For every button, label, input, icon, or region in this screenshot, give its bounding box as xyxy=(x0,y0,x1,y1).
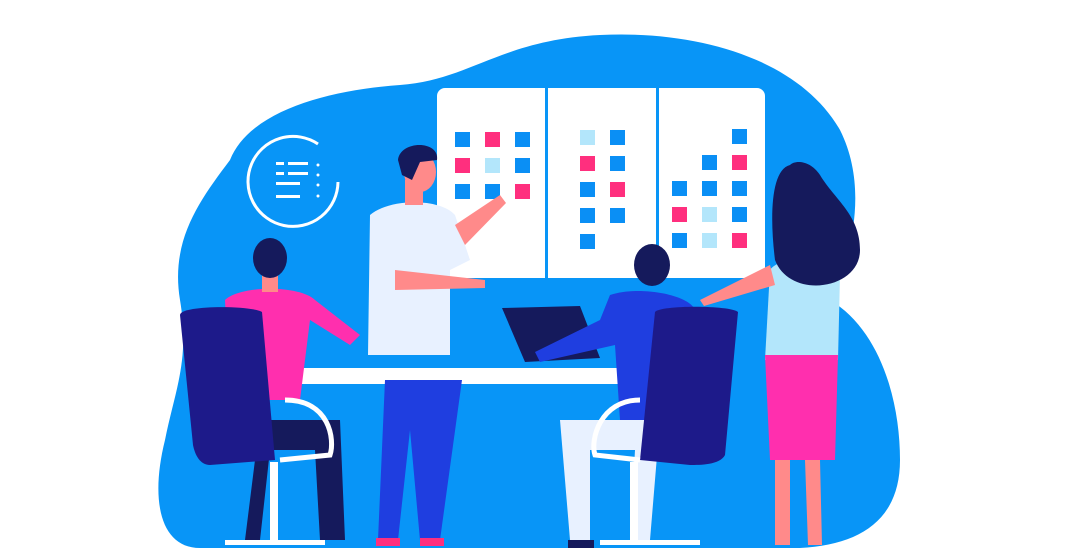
board-tile xyxy=(485,132,500,147)
board-tile xyxy=(515,158,530,173)
board-tile xyxy=(580,156,595,171)
board-tile xyxy=(580,234,595,249)
board-tile xyxy=(580,130,595,145)
board-tile xyxy=(672,207,687,222)
board-tile xyxy=(732,233,747,248)
presenter-person xyxy=(368,145,506,546)
board-tile xyxy=(702,155,717,170)
board-tile xyxy=(732,129,747,144)
board-tile xyxy=(702,233,717,248)
board-tile xyxy=(580,208,595,223)
kanban-board xyxy=(437,88,765,278)
board-tile xyxy=(702,181,717,196)
board-tile xyxy=(515,132,530,147)
board-tile xyxy=(610,156,625,171)
standing-woman xyxy=(700,162,860,545)
board-tile xyxy=(732,207,747,222)
board-tile xyxy=(580,182,595,197)
board-tile xyxy=(610,130,625,145)
board-tile xyxy=(455,158,470,173)
board-tile xyxy=(610,182,625,197)
board-tile xyxy=(515,184,530,199)
target-icon xyxy=(246,134,340,228)
board-tile xyxy=(485,158,500,173)
board-tile xyxy=(702,207,717,222)
board-tile xyxy=(672,181,687,196)
board-tile xyxy=(732,181,747,196)
board-tile xyxy=(672,233,687,248)
chair-right xyxy=(591,306,738,545)
chair-left xyxy=(180,307,335,545)
table xyxy=(293,368,633,384)
board-tile xyxy=(485,184,500,199)
board-tile xyxy=(610,208,625,223)
board-tile xyxy=(732,155,747,170)
board-tile xyxy=(455,132,470,147)
board-tile xyxy=(455,184,470,199)
